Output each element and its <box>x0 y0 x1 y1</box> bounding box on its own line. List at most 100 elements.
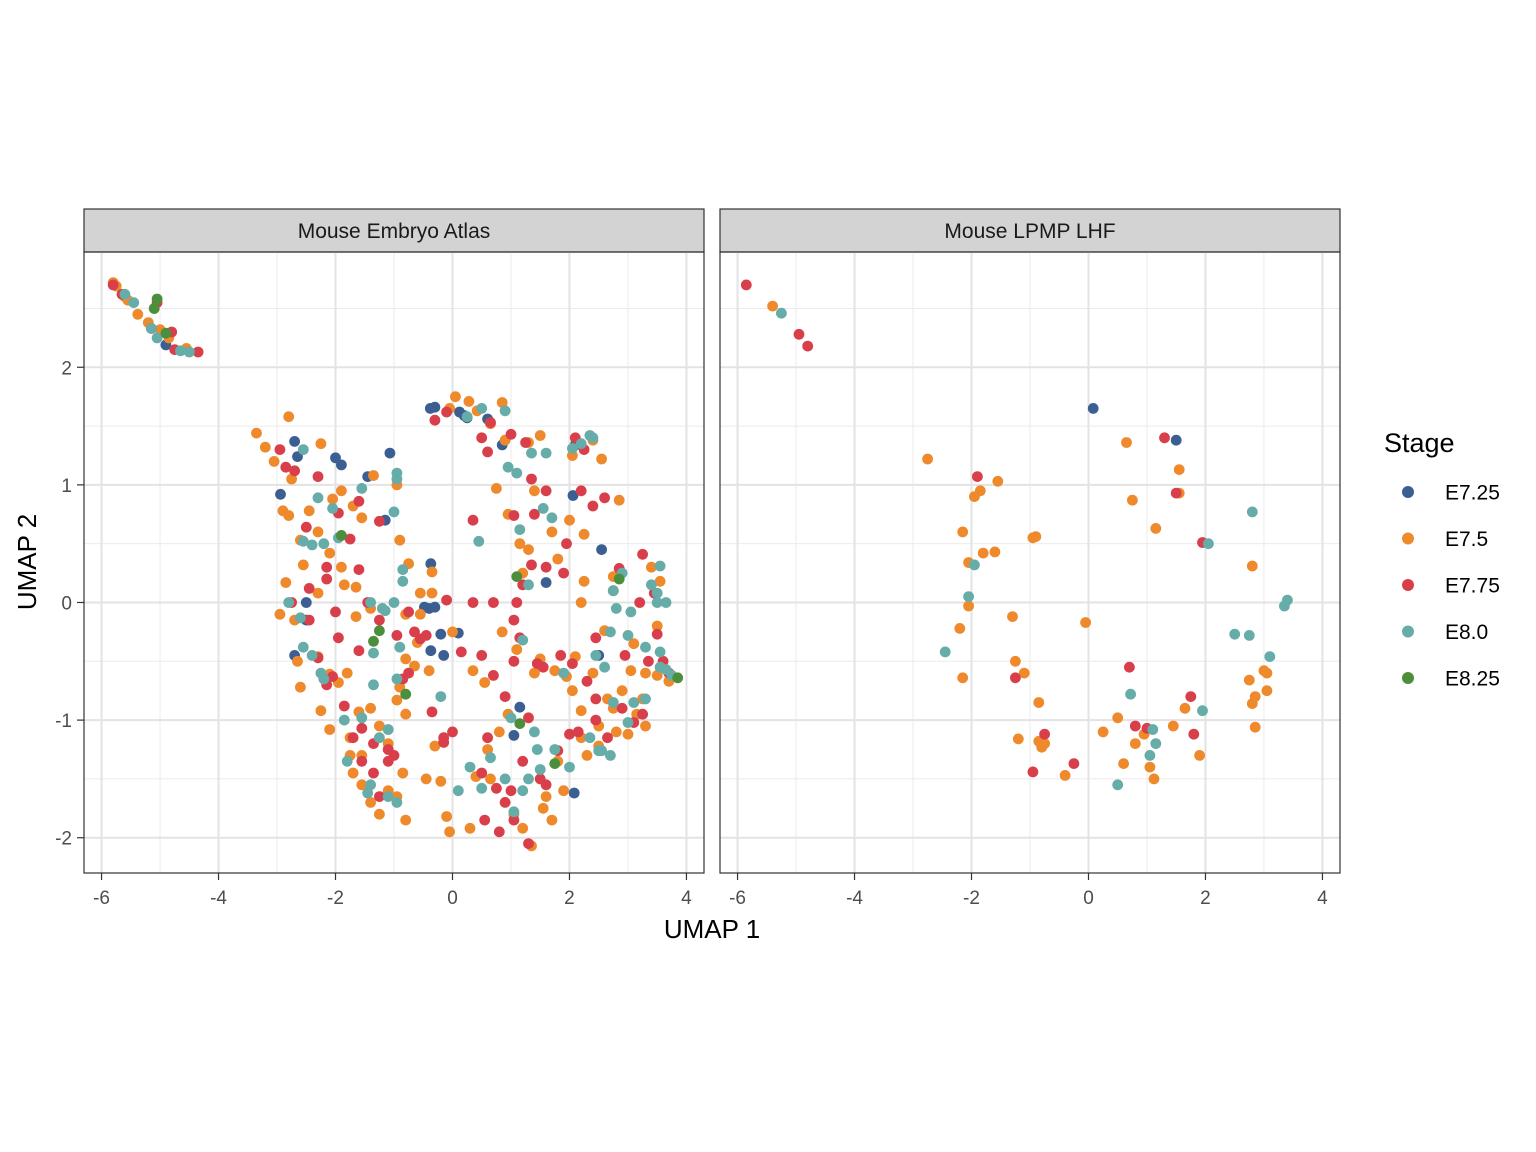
data-point-E7-75 <box>347 732 359 744</box>
data-point-E7-5 <box>1243 674 1255 686</box>
data-point-E8-0 <box>654 646 666 658</box>
data-point-E7-75 <box>517 755 529 767</box>
data-point-E7-5 <box>517 822 529 834</box>
data-point-E8-0 <box>297 535 309 547</box>
data-point-E7-5 <box>954 623 966 634</box>
data-point-E7-5 <box>622 728 634 740</box>
data-point-E7-5 <box>336 561 347 573</box>
data-point-E7-5 <box>286 473 297 485</box>
data-point-E8-0 <box>660 597 672 608</box>
data-point-E7-75 <box>505 785 517 797</box>
data-point-E7-5 <box>549 665 561 677</box>
data-point-E7-75 <box>523 838 534 849</box>
data-point-E7-75 <box>508 614 520 626</box>
data-point-E7-75 <box>634 597 646 608</box>
data-point-E8-0 <box>1243 630 1255 641</box>
data-point-E8-0 <box>391 673 403 685</box>
data-point-E8-0 <box>517 785 529 797</box>
data-point-E7-5 <box>610 726 622 738</box>
data-point-E7-75 <box>643 655 654 667</box>
data-point-E8-0 <box>452 785 464 797</box>
data-point-E7-25 <box>514 701 526 713</box>
data-point-E7-5 <box>450 391 461 403</box>
data-point-E8-0 <box>607 585 619 597</box>
data-point-E7-75 <box>374 614 385 626</box>
data-point-E7-75 <box>438 732 450 744</box>
data-point-E8-0 <box>1246 506 1258 518</box>
x-tick-label: -2 <box>963 888 980 909</box>
data-point-E7-75 <box>488 670 499 681</box>
data-point-E7-75 <box>353 645 365 657</box>
data-point-E8-0 <box>529 726 540 738</box>
data-point-E7-5 <box>1261 685 1273 697</box>
data-point-E7-5 <box>491 483 502 494</box>
y-tick-label: 0 <box>61 593 72 614</box>
data-point-E8-0 <box>1112 779 1124 791</box>
data-point-E7-75 <box>526 473 537 485</box>
data-point-E8-0 <box>963 591 974 602</box>
data-point-E8-0 <box>646 579 657 591</box>
data-point-E7-75 <box>564 728 575 740</box>
data-point-E8-0 <box>523 773 534 785</box>
data-point-E8-0 <box>531 744 543 755</box>
data-point-E7-75 <box>374 791 385 802</box>
data-point-E7-5 <box>546 526 558 538</box>
data-point-E7-75 <box>274 444 286 455</box>
data-point-E7-25 <box>1170 434 1182 446</box>
data-point-E8-0 <box>338 714 350 726</box>
data-point-E7-75 <box>476 767 488 779</box>
data-point-E7-75 <box>540 485 552 497</box>
legend-label: E8.0 <box>1445 621 1488 644</box>
data-point-E7-75 <box>1159 432 1170 444</box>
data-point-E8-0 <box>654 560 666 572</box>
data-point-E7-75 <box>280 461 292 473</box>
data-point-E8-0 <box>312 492 324 504</box>
data-point-E7-75 <box>488 597 499 608</box>
data-point-E8-0 <box>1203 538 1214 550</box>
panel-title: Mouse LPMP LHF <box>944 220 1115 243</box>
x-tick-label: -6 <box>93 888 110 909</box>
data-point-E7-75 <box>353 564 365 575</box>
data-point-E7-5 <box>564 514 575 526</box>
data-point-E7-75 <box>587 500 599 512</box>
data-point-E7-5 <box>957 672 969 684</box>
data-point-E7-5 <box>350 611 362 622</box>
x-axis: -6 -4 -2 0 2 4 <box>93 873 692 909</box>
legend-key <box>1402 625 1414 638</box>
data-point-E8-0 <box>622 717 634 728</box>
legend: Stage E7.25 E7.5 E7.75 E8.0 E8.25 <box>1384 428 1500 691</box>
y-axis-title: UMAP 2 <box>12 514 42 610</box>
data-point-E7-5 <box>651 620 663 632</box>
data-point-E7-75 <box>529 508 540 520</box>
data-point-E8-0 <box>341 755 353 767</box>
data-point-E8-25 <box>160 327 172 339</box>
x-tick-label: 0 <box>1083 888 1094 909</box>
data-point-E7-75 <box>374 515 385 527</box>
data-point-E7-5 <box>1246 560 1258 572</box>
data-point-E7-5 <box>444 826 455 838</box>
data-point-E7-5 <box>283 411 295 423</box>
data-point-E7-5 <box>295 681 306 693</box>
data-point-E7-75 <box>303 614 315 626</box>
legend-title: Stage <box>1384 428 1455 458</box>
data-point-E8-0 <box>499 773 511 785</box>
data-point-E7-5 <box>1121 437 1132 448</box>
data-point-E8-0 <box>388 597 400 608</box>
data-point-E7-5 <box>397 767 409 779</box>
data-point-E8-0 <box>119 288 131 300</box>
data-point-E7-5 <box>400 708 412 720</box>
data-point-E7-5 <box>581 750 593 761</box>
data-point-E8-0 <box>607 697 619 708</box>
x-axis-title: UMAP 1 <box>664 914 760 944</box>
data-point-E7-25 <box>568 787 580 799</box>
data-point-E8-0 <box>283 597 295 608</box>
data-point-E7-75 <box>511 597 523 608</box>
data-point-E7-25 <box>384 447 396 459</box>
data-point-E7-75 <box>508 510 520 521</box>
data-point-E7-5 <box>1080 617 1091 628</box>
data-point-E8-0 <box>1229 628 1241 640</box>
data-point-E7-75 <box>1124 661 1135 673</box>
x-tick-label: -4 <box>846 888 863 909</box>
data-point-E7-5 <box>368 470 379 481</box>
data-point-E7-75 <box>555 650 567 661</box>
